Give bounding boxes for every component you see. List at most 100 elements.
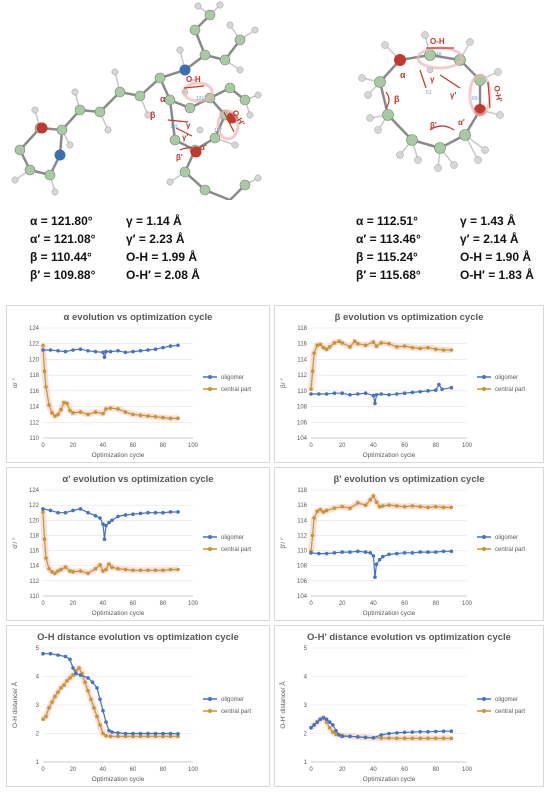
data-point [53,414,57,418]
data-point [48,508,53,513]
data-point [95,714,99,719]
data-point [104,523,108,528]
right-gamma-label: γ [430,75,435,84]
data-point [312,516,316,520]
data-point [161,510,165,515]
data-point [379,736,383,740]
x-axis-label: Optimization cycle [363,610,416,617]
data-point [146,414,150,418]
data-point [348,345,352,349]
x-tick-label: 40 [370,443,377,449]
data-point [63,565,68,570]
data-point [340,391,344,396]
data-point [434,729,438,734]
data-point [332,551,337,555]
left-gamma-label: γ [186,121,191,130]
data-point [98,723,102,727]
data-point [104,407,108,411]
data-point [387,552,391,557]
data-point [380,504,385,508]
data-point [449,729,454,734]
data-point [380,554,385,559]
data-point [116,348,120,353]
data-point [321,716,326,720]
left-number-2: 117 [214,128,222,134]
data-point [327,720,332,724]
data-point [104,720,108,724]
y-axis-label: β/ ° [279,378,287,388]
data-point [131,568,135,573]
data-point [116,566,120,571]
legend-label: oligomer [221,375,244,381]
data-point [449,348,454,352]
chart-title: α evolution vs optimization cycle [64,312,213,323]
data-point [434,388,438,392]
data-point [324,720,329,724]
data-point [337,339,341,344]
series-glow [308,493,452,552]
chart-panel-beta-prime: β' evolution vs optimization cycle 104 106… [274,467,544,621]
data-point [410,736,415,741]
data-point [426,550,430,554]
data-point [68,676,72,680]
data-point [161,734,165,739]
data-point [110,518,114,523]
data-point [42,369,47,374]
data-point [153,568,158,573]
data-point [44,714,48,719]
y-tick-label: 116 [297,503,307,509]
data-point [374,500,379,504]
data-point [48,348,53,352]
data-point [371,735,376,740]
data-point [441,505,446,510]
data-point [168,731,173,736]
chart-panel-ohp-distance: O-H' distance evolution vs optimization … [274,625,544,787]
data-point [63,654,68,659]
data-point [379,392,383,396]
left-beta-label: β [150,110,156,120]
data-point [146,734,150,739]
data-point [123,567,128,572]
data-point [327,345,332,349]
y-tick-label: 112 [29,420,39,426]
right-number-1: 48 [436,52,442,58]
data-point [63,510,68,515]
chart-panel-alpha: α evolution vs optimization cycle 110 112 1… [6,305,270,463]
x-tick-label: 40 [370,601,377,607]
legend-marker [208,387,212,391]
legend-marker [208,547,212,551]
data-point [101,708,105,713]
data-point [56,510,60,515]
data-point [387,736,391,740]
x-tick-label: 0 [41,443,45,449]
data-point [104,349,108,354]
data-point [63,349,68,354]
data-point [161,415,165,420]
data-point [41,348,45,352]
data-point [449,549,454,554]
x-tick-label: 40 [100,601,107,607]
data-point [395,345,399,349]
data-point [410,345,415,350]
data-point [312,723,316,727]
data-point [363,550,368,554]
ohp-distance-chart: O-H' distance evolution vs optimization … [278,632,525,783]
data-point [315,343,320,348]
y-tick-label: 120 [29,357,40,363]
data-point [93,349,98,354]
y-tick-label: 124 [29,488,40,494]
data-point [65,678,69,683]
data-point [153,347,158,352]
data-point [161,731,165,736]
chart-title: O-H distance evolution vs optimization c… [37,632,239,643]
oligomer-gammap-value: γ′ = 2.23 Å [126,232,185,246]
data-point [318,342,323,347]
data-point [395,736,399,741]
y-tick-label: 1 [304,760,308,766]
legend-marker [208,535,212,539]
data-point [138,413,143,418]
data-point [426,345,430,350]
data-point [59,407,63,412]
y-tick-label: 112 [297,533,307,539]
data-point [434,550,438,554]
